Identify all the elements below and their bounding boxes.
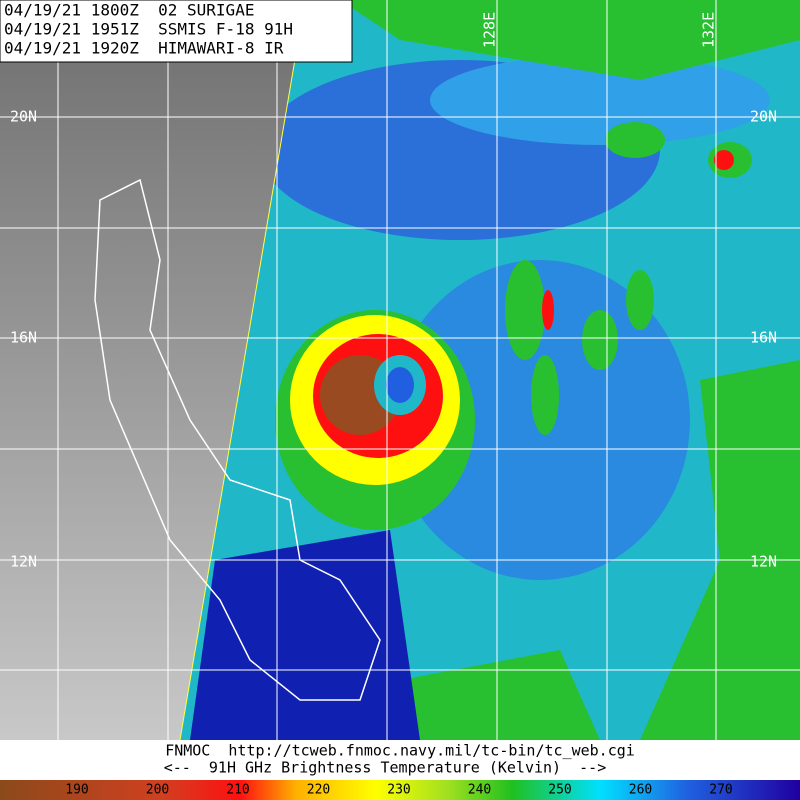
lat-label: 16N bbox=[10, 329, 37, 347]
lat-label: 12N bbox=[10, 553, 37, 571]
colorbar-label: 190 bbox=[65, 783, 88, 798]
header-box bbox=[0, 0, 353, 63]
colorbar-label: 210 bbox=[226, 783, 249, 798]
lat-label: 20N bbox=[10, 108, 37, 126]
header-line: 04/19/21 1800Z 02 SURIGAE bbox=[4, 1, 254, 20]
footer-line: FNMOC http://tcweb.fnmoc.navy.mil/tc-bin… bbox=[165, 742, 635, 760]
colorbar-label: 250 bbox=[548, 783, 571, 798]
colorbar-ticks: 190 200 210 220 230 240 250 260 270 bbox=[65, 783, 732, 798]
lat-label: 12N bbox=[750, 553, 777, 571]
footer-band bbox=[0, 740, 800, 780]
header-line: 04/19/21 1951Z SSMIS F-18 91H bbox=[4, 20, 293, 39]
footer-line: <-- 91H GHz Brightness Temperature (Kelv… bbox=[164, 759, 607, 777]
lat-label: 16N bbox=[750, 329, 777, 347]
lat-labels: 20N 20N 16N 16N 12N 12N 128E 132E bbox=[10, 12, 777, 571]
coastline bbox=[94, 178, 381, 701]
lon-label: 128E bbox=[481, 12, 499, 48]
header-line: 04/19/21 1920Z HIMAWARI-8 IR bbox=[4, 39, 284, 58]
graticule bbox=[0, 0, 800, 740]
swath-edge bbox=[179, 0, 306, 741]
colorbar-label: 270 bbox=[709, 783, 732, 798]
colorbar-label: 260 bbox=[629, 783, 652, 798]
colorbar bbox=[0, 780, 800, 800]
storm-core bbox=[275, 260, 654, 530]
lon-label: 132E bbox=[700, 12, 718, 48]
colorbar-label: 240 bbox=[468, 783, 491, 798]
colorbar-label: 200 bbox=[146, 783, 169, 798]
infrared-region bbox=[0, 0, 305, 740]
colorbar-label: 230 bbox=[387, 783, 410, 798]
colorbar-label: 220 bbox=[307, 783, 330, 798]
lat-label: 20N bbox=[750, 108, 777, 126]
